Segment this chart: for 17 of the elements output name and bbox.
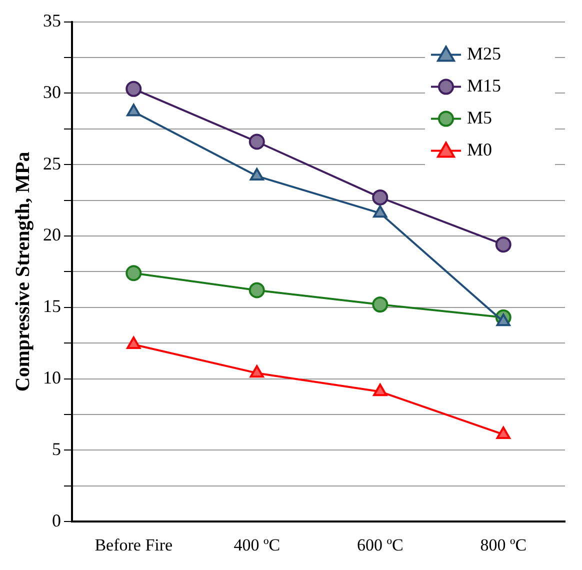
legend-label: M5 [467, 108, 492, 128]
x-tick-label: Before Fire [94, 535, 173, 554]
y-tick-label: 20 [43, 224, 61, 245]
legend-label: M25 [467, 44, 502, 64]
x-tick-label: 600 ºC [356, 535, 404, 554]
y-axis-title: Compressive Strength, MPa [12, 152, 34, 392]
y-tick-label: 25 [43, 153, 61, 174]
x-tick-label: 800 ºC [480, 535, 527, 554]
y-tick-label: 5 [52, 438, 61, 459]
x-tick-label: 400 ºC [234, 535, 280, 554]
legend-label: M15 [467, 76, 502, 96]
y-tick-label: 30 [43, 82, 61, 102]
y-tick-label: 35 [43, 10, 61, 31]
y-tick-label: 0 [52, 510, 61, 530]
y-tick-label: 15 [43, 296, 61, 316]
y-tick-label: 10 [43, 368, 61, 388]
legend-label: M0 [467, 140, 492, 160]
